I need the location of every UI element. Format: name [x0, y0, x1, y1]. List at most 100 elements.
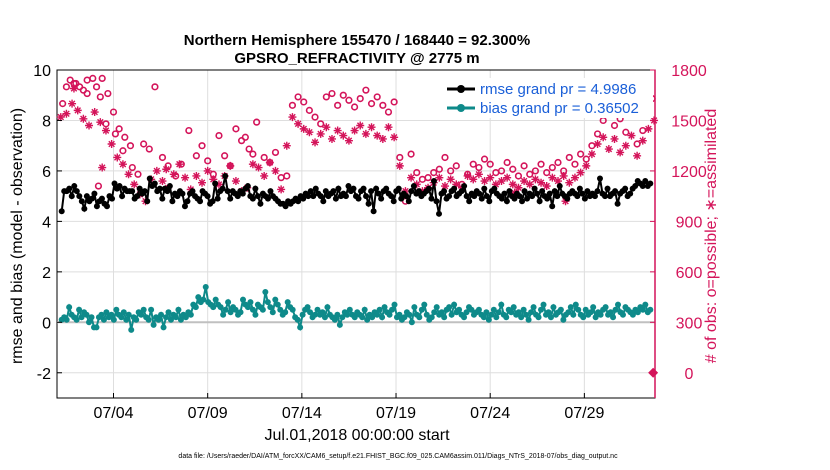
bias-point [86, 319, 93, 326]
rmse-point [209, 198, 216, 205]
possible-obs-point [379, 101, 387, 109]
bias-point [118, 314, 125, 321]
assimilated-obs-point [192, 171, 201, 180]
bias-point [438, 309, 445, 316]
possible-obs-point [554, 158, 562, 167]
rmse-point [78, 198, 85, 205]
rmse-point [596, 175, 603, 182]
bias-point [195, 294, 202, 301]
possible-obs-point [204, 157, 212, 165]
possible-obs-point [115, 125, 123, 133]
bias-point [167, 316, 174, 323]
bias-point [480, 314, 487, 321]
rmse-point [395, 185, 402, 192]
rmse-point [604, 185, 611, 192]
assimilated-obs-point [356, 121, 365, 130]
rmse-point [574, 193, 581, 200]
left-tick-label: 10 [33, 63, 51, 80]
y-axis-label-right: # of obs: o=possible; ∗=assimilated [703, 109, 720, 363]
bias-point [525, 316, 532, 323]
rmse-point [403, 193, 410, 200]
bias-point [376, 306, 383, 313]
bias-point [78, 314, 85, 321]
rmse-point [184, 198, 191, 205]
possible-obs-point [277, 174, 285, 182]
bias-point [200, 296, 207, 303]
assimilated-obs-point [277, 185, 286, 194]
rmse-point [134, 193, 141, 200]
possible-obs-point [104, 89, 112, 98]
possible-obs-point [531, 167, 540, 175]
chart-title-line1: Northern Hemisphere 155470 / 168440 = 92… [184, 32, 530, 49]
possible-obs-point [588, 142, 596, 150]
rmse-point [257, 200, 264, 207]
assimilated-obs-point [395, 161, 404, 170]
left-tick-label: -2 [37, 366, 51, 383]
possible-obs-point [514, 172, 523, 180]
rmse-point [556, 183, 563, 190]
possible-obs-point [288, 101, 297, 109]
bias-point [319, 309, 326, 316]
rmse-point [129, 188, 136, 195]
rmse-point [579, 190, 586, 197]
possible-obs-point [322, 93, 330, 101]
assimilated-obs-point [327, 134, 336, 143]
rmse-point [83, 193, 90, 200]
bias-point [540, 301, 547, 308]
possible-obs-point [345, 96, 353, 104]
rmse-point [136, 185, 143, 192]
right-axis-marker [648, 367, 659, 378]
chart-title-line2: GPSRO_REFRACTIVITY @ 2775 m [234, 50, 479, 67]
rmse-point [222, 172, 229, 179]
bias-point [110, 316, 117, 323]
assimilated-obs-point [599, 133, 608, 142]
rmse-point [169, 198, 176, 205]
rmse-point [151, 180, 158, 187]
rmse-point [378, 195, 385, 202]
assimilated-obs-point [282, 141, 291, 150]
bias-point [307, 309, 314, 316]
possible-obs-point [140, 140, 148, 148]
rmse-point [373, 185, 380, 192]
assimilated-obs-point [333, 126, 342, 135]
bias-point [503, 314, 510, 321]
bias-point [282, 309, 289, 316]
possible-obs-point [480, 155, 489, 163]
bias-point [103, 309, 110, 316]
assimilated-obs-point [384, 123, 393, 132]
bias-point [158, 311, 165, 318]
assimilated-obs-point [175, 160, 184, 169]
assimilated-obs-point [497, 177, 506, 186]
rmse-point [451, 185, 458, 192]
possible-obs-point [543, 169, 551, 177]
rmse-point [166, 183, 173, 190]
possible-obs-point [119, 147, 127, 155]
bias-point [639, 306, 646, 313]
assimilated-obs-point [294, 119, 303, 128]
rmse-point [98, 195, 105, 202]
bias-point [557, 306, 564, 313]
bias-point [120, 309, 127, 316]
possible-obs-point [109, 108, 118, 116]
bias-point [612, 306, 619, 313]
left-tick-label: 8 [42, 113, 51, 130]
right-tick-label: 900 [676, 214, 703, 231]
bias-point [259, 306, 266, 313]
assimilated-obs-point [561, 197, 570, 206]
possible-obs-point [497, 167, 506, 175]
possible-obs-point [215, 132, 223, 140]
zero-obs-diamond-marker [648, 367, 659, 378]
assimilated-obs-point [101, 126, 110, 135]
assimilated-obs-point [248, 160, 257, 169]
bias-point [262, 289, 269, 296]
bias-point [550, 304, 557, 311]
bias-point [93, 324, 100, 331]
possible-obs-point [593, 130, 602, 138]
bias-point [451, 301, 458, 308]
rmse-point [463, 193, 470, 200]
bias-point [523, 311, 530, 318]
assimilated-obs-point [254, 163, 263, 172]
bias-point [582, 306, 589, 313]
possible-obs-point [367, 100, 376, 108]
bias-point [520, 306, 527, 313]
